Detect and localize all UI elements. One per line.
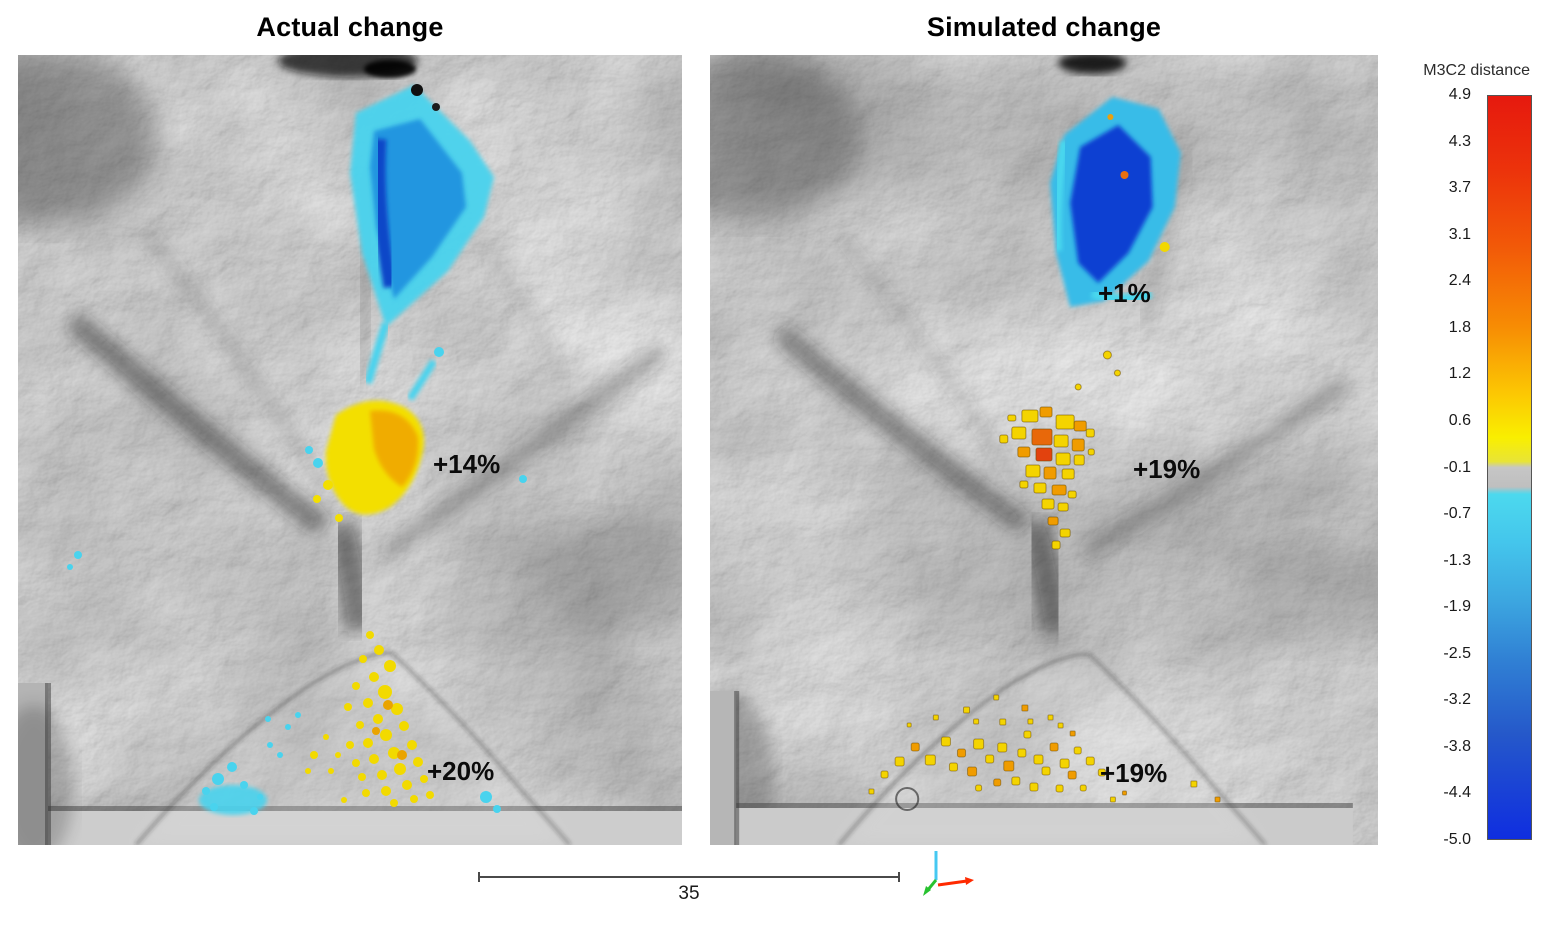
left-annotation-bottom: +20%	[427, 756, 495, 786]
right-annotation-mid: +19%	[1133, 454, 1201, 484]
left-wall	[18, 683, 74, 845]
colorbar-tick: 3.1	[1448, 225, 1471, 243]
colorbar-tick: 2.4	[1448, 272, 1471, 290]
left-panel-title: Actual change	[256, 12, 444, 42]
right-panel-title: Simulated change	[926, 12, 1162, 42]
colorbar-tick: -0.7	[1443, 505, 1471, 523]
right-annotation-top: +1%	[1098, 278, 1151, 308]
colorbar-tick: 1.8	[1448, 318, 1471, 336]
scale-bar-line	[478, 872, 900, 882]
colorbar-tick: 1.2	[1448, 365, 1471, 383]
colorbar-tick: 0.6	[1448, 411, 1471, 429]
colorbar-tick: -0.1	[1443, 458, 1471, 476]
axis-indicator	[923, 851, 974, 896]
right-annotation-bottom: +19%	[1100, 758, 1168, 788]
right-erosion-patch-blue	[1050, 97, 1181, 307]
colorbar-tick: -1.3	[1443, 551, 1471, 569]
right-wall	[710, 691, 740, 845]
left-terrain-shading	[18, 55, 682, 635]
colorbar-tick: -2.5	[1443, 644, 1471, 662]
left-erosion-patch-blue	[350, 84, 494, 385]
colorbar-tick: 3.7	[1448, 179, 1471, 197]
colorbar-tick: 4.9	[1448, 86, 1471, 103]
left-panel-render: +14% +20%	[18, 55, 682, 845]
right-terrain-image	[710, 55, 1378, 845]
right-deposition-cluster-mid	[999, 350, 1121, 550]
left-terrain-image	[18, 55, 682, 845]
left-deposition-patch-mid	[305, 347, 527, 522]
colorbar-tick: 4.3	[1448, 132, 1471, 150]
x-axis-arrowhead	[965, 877, 974, 885]
colorbar-tick: -3.8	[1443, 737, 1471, 755]
scale-bar: 35	[478, 872, 900, 905]
colorbar-tick: -1.9	[1443, 598, 1471, 616]
colorbar-tick: -3.2	[1443, 691, 1471, 709]
colorbar-tick: -5.0	[1443, 831, 1471, 848]
right-panel-render: +1% +19% +19%	[710, 55, 1378, 845]
y-axis-arrowhead	[923, 886, 931, 896]
left-erosion-scatter-bottom	[67, 551, 501, 815]
colorbar-tick: -4.4	[1443, 784, 1471, 802]
left-annotation-mid: +14%	[433, 449, 501, 479]
colorbar-title: M3C2 distance	[1423, 62, 1530, 79]
right-deposition-scatter-bottom	[868, 694, 1221, 811]
colorbar-gradient	[1487, 95, 1532, 840]
colorbar-ticks: 4.9 4.3 3.7 3.1 2.4 1.8 1.2 0.6 -0.1 -0.…	[1380, 86, 1479, 848]
left-deposition-scatter-bottom	[305, 631, 434, 807]
scale-bar-label: 35	[678, 883, 700, 904]
x-axis-arrow	[937, 879, 968, 887]
